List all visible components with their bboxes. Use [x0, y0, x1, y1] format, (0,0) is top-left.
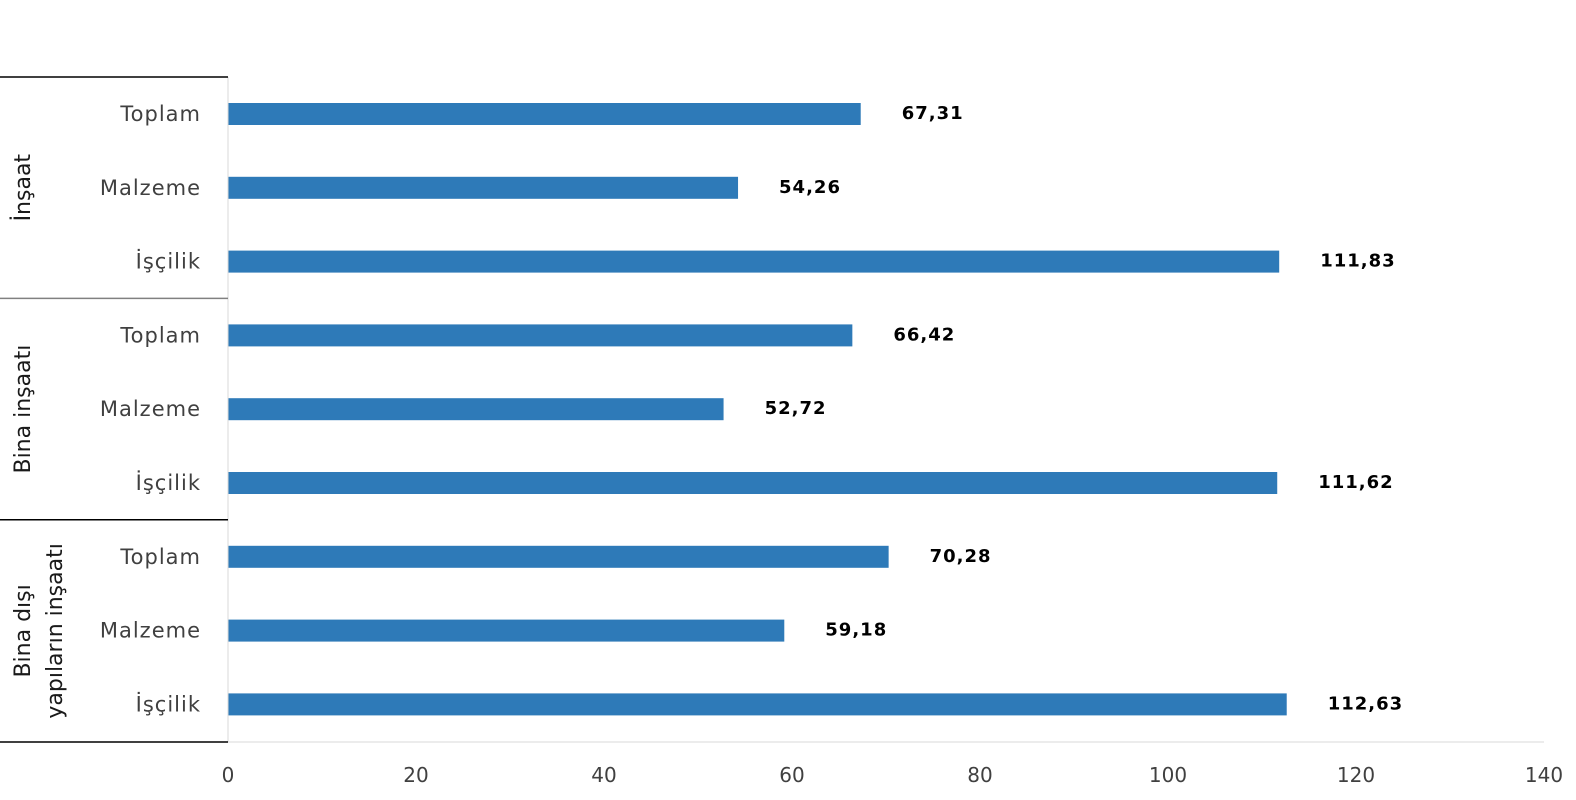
category-label: Malzeme: [100, 619, 201, 643]
group-label: Bina dışı: [11, 584, 36, 677]
category-label: Malzeme: [100, 397, 201, 421]
group-label: yapıların inşaatı: [43, 543, 68, 718]
x-tick-label: 100: [1149, 763, 1187, 787]
bar: [228, 250, 1280, 273]
data-label: 70,28: [930, 546, 992, 567]
data-label: 59,18: [825, 620, 887, 641]
data-label: 111,62: [1318, 472, 1393, 493]
category-label: Malzeme: [100, 176, 201, 200]
bar: [228, 324, 853, 347]
data-label: 111,83: [1320, 251, 1395, 272]
data-label: 112,63: [1328, 693, 1403, 714]
group-label: İnşaat: [10, 154, 36, 222]
bar: [228, 398, 724, 421]
bar: [228, 545, 889, 568]
bar: [228, 693, 1287, 716]
x-tick-label: 20: [403, 763, 428, 787]
x-tick-label: 0: [222, 763, 235, 787]
x-tick-label: 140: [1525, 763, 1563, 787]
x-tick-label: 80: [967, 763, 992, 787]
category-label: İşçilik: [136, 249, 201, 274]
bar: [228, 619, 785, 642]
category-label: Toplam: [119, 323, 201, 347]
category-label: İşçilik: [136, 470, 201, 495]
category-label: Toplam: [119, 102, 201, 126]
data-label: 52,72: [765, 398, 827, 419]
category-label: Toplam: [119, 545, 201, 569]
group-label: Bina inşaatı: [11, 345, 36, 474]
data-label: 67,31: [902, 103, 964, 124]
data-label: 66,42: [893, 324, 955, 345]
data-label: 54,26: [779, 177, 841, 198]
bar: [228, 176, 739, 199]
bar: [228, 472, 1278, 494]
x-tick-label: 60: [779, 763, 804, 787]
labels-layer: Toplam 67,31 Malzeme 54,26 İşçilik 111,83 İnşa…: [10, 102, 1563, 787]
x-tick-label: 120: [1337, 763, 1375, 787]
bars-layer: [228, 103, 1287, 716]
x-tick-label: 40: [591, 763, 616, 787]
category-label: İşçilik: [136, 691, 201, 716]
bar: [228, 103, 861, 125]
axis-layer: [0, 76, 1544, 743]
